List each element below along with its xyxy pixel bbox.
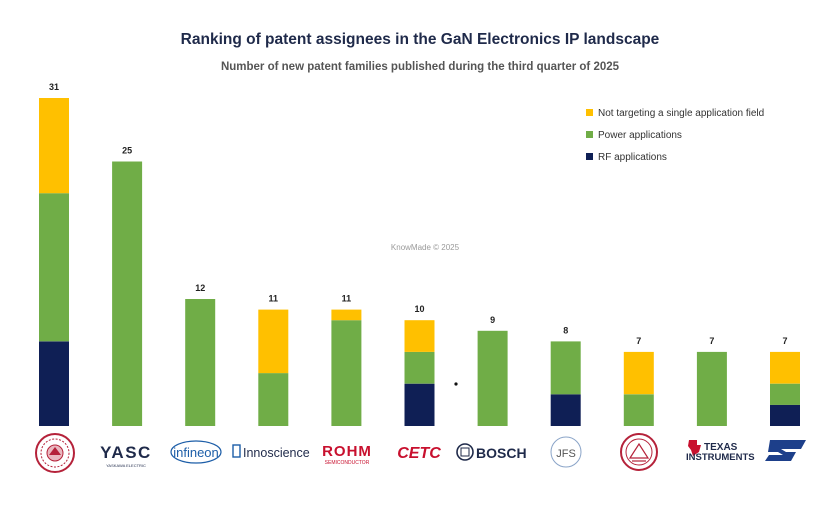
rohm-logo-subtext: SEMICONDUCTOR bbox=[325, 460, 370, 466]
bar-segment bbox=[39, 341, 69, 426]
bar-segment bbox=[770, 383, 800, 405]
bar-segment bbox=[623, 394, 654, 426]
watermark: KnowMade © 2025 bbox=[391, 243, 460, 252]
innoscience-logo-text: Innoscience bbox=[243, 446, 310, 460]
bar-segment bbox=[404, 320, 435, 352]
university-seal-logo-2 bbox=[620, 433, 658, 471]
infineon-logo: infineon bbox=[170, 440, 222, 464]
bar-segment bbox=[550, 341, 581, 395]
bar-segment bbox=[331, 309, 362, 321]
bar-total-label: 7 bbox=[782, 336, 787, 346]
bosch-logo: BOSCH bbox=[456, 443, 527, 461]
bar-total-label: 7 bbox=[709, 336, 714, 346]
bosch-logo-text: BOSCH bbox=[476, 445, 527, 461]
st-logo: ST bbox=[765, 440, 806, 461]
legend-swatch bbox=[586, 131, 593, 138]
cetc-logo: CETC bbox=[397, 445, 441, 462]
bar-total-label: 12 bbox=[195, 283, 205, 293]
legend-label: RF applications bbox=[598, 152, 667, 163]
bar-totals-group: 31 25 12 11 11 10 9 8 7 7 7 bbox=[49, 82, 788, 346]
texas-instruments-logo: TEXAS INSTRUMENTS bbox=[686, 440, 755, 463]
bar-segment bbox=[770, 404, 800, 426]
yasc-logo-subtext: YASKAWA ELECTRIC bbox=[106, 463, 146, 468]
bar-segment bbox=[550, 394, 581, 426]
bar-segment bbox=[112, 161, 143, 426]
bar-total-label: 8 bbox=[563, 325, 568, 335]
bar-total-label: 11 bbox=[342, 294, 352, 304]
bar-segment bbox=[404, 351, 435, 384]
bar-total-label: 10 bbox=[414, 304, 424, 314]
jfs-logo-text: JFS bbox=[556, 448, 576, 460]
bar-segment bbox=[258, 373, 289, 426]
bar-total-label: 25 bbox=[122, 146, 132, 156]
stray-dot bbox=[454, 382, 458, 386]
bar-total-label: 9 bbox=[490, 315, 495, 325]
ti-logo-text-1: TEXAS bbox=[704, 442, 738, 453]
bar-segment bbox=[39, 98, 69, 194]
bar-total-label: 31 bbox=[49, 82, 59, 92]
university-seal-logo-1 bbox=[35, 433, 75, 473]
bar-segment bbox=[258, 309, 289, 374]
chart-title: Ranking of patent assignees in the GaN E… bbox=[181, 31, 660, 48]
assignee-logos: YASC YASKAWA ELECTRIC infineon Innoscien… bbox=[35, 433, 806, 473]
legend-swatch bbox=[586, 153, 593, 160]
bars-group bbox=[39, 98, 800, 426]
legend-label: Not targeting a single application field bbox=[598, 108, 764, 119]
legend-swatch bbox=[586, 109, 593, 116]
infineon-logo-text: infineon bbox=[173, 445, 219, 460]
bar-segment bbox=[477, 330, 508, 426]
innoscience-logo: Innoscience bbox=[232, 444, 310, 460]
bar-total-label: 11 bbox=[269, 294, 279, 304]
bar-segment bbox=[623, 351, 654, 395]
bar-segment bbox=[39, 193, 69, 342]
yasc-logo-text: YASC bbox=[100, 443, 152, 462]
ti-logo-text-2: INSTRUMENTS bbox=[686, 452, 755, 463]
rohm-logo: ROHM SEMICONDUCTOR bbox=[322, 443, 372, 466]
jfs-logo: JFS bbox=[550, 436, 582, 468]
yasc-logo: YASC YASKAWA ELECTRIC bbox=[100, 443, 152, 468]
bar-segment bbox=[696, 351, 727, 426]
cetc-logo-text: CETC bbox=[397, 445, 441, 462]
chart-subtitle: Number of new patent families published … bbox=[221, 61, 620, 73]
bar-segment bbox=[331, 320, 362, 426]
rohm-logo-text: ROHM bbox=[322, 443, 372, 460]
bar-segment bbox=[404, 383, 435, 426]
legend-label: Power applications bbox=[598, 130, 682, 141]
legend: Not targeting a single application field… bbox=[586, 108, 764, 163]
bar-segment bbox=[770, 351, 800, 384]
bar-segment bbox=[185, 299, 216, 426]
bar-total-label: 7 bbox=[636, 336, 641, 346]
